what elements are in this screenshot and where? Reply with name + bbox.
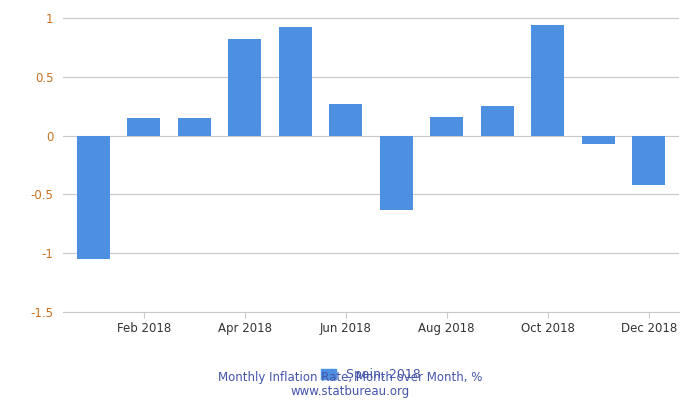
Bar — [228, 39, 261, 136]
Bar — [178, 118, 211, 136]
Text: Monthly Inflation Rate, Month over Month, %: Monthly Inflation Rate, Month over Month… — [218, 372, 482, 384]
Bar — [380, 136, 413, 210]
Bar — [77, 136, 110, 259]
Bar — [582, 136, 615, 144]
Bar — [279, 27, 312, 136]
Legend: Spain, 2018: Spain, 2018 — [316, 363, 426, 386]
Bar — [481, 106, 514, 136]
Bar — [632, 136, 665, 185]
Text: www.statbureau.org: www.statbureau.org — [290, 386, 410, 398]
Bar — [430, 117, 463, 136]
Bar — [531, 25, 564, 136]
Bar — [127, 118, 160, 136]
Bar — [329, 104, 362, 136]
